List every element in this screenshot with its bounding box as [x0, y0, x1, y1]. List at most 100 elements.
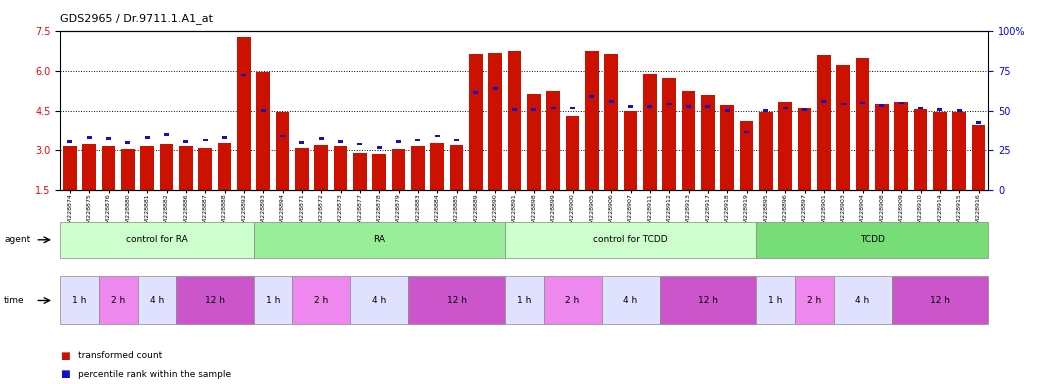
Bar [628, 106, 633, 108]
Text: control for TCDD: control for TCDD [593, 235, 667, 244]
Bar [837, 65, 850, 190]
Bar [740, 121, 754, 190]
Bar [590, 95, 595, 98]
Bar [725, 109, 730, 112]
Bar [512, 108, 517, 111]
Bar [198, 148, 212, 190]
Text: 1 h: 1 h [73, 296, 87, 305]
Bar [295, 148, 308, 190]
Bar [759, 112, 772, 190]
Bar [454, 139, 459, 141]
Bar [972, 125, 985, 190]
Bar [276, 112, 290, 190]
Bar [222, 136, 227, 139]
Bar [859, 101, 865, 104]
Text: 12 h: 12 h [446, 296, 466, 305]
Bar [469, 54, 483, 190]
Bar [953, 112, 966, 190]
Bar [937, 108, 943, 111]
Bar [319, 137, 324, 140]
Bar [608, 100, 613, 103]
Bar [160, 144, 173, 190]
Text: 2 h: 2 h [808, 296, 821, 305]
Bar [391, 149, 405, 190]
Bar [527, 94, 541, 190]
Bar [140, 146, 154, 190]
Bar [566, 116, 579, 190]
Bar [218, 142, 231, 190]
Bar [899, 101, 904, 104]
Text: 12 h: 12 h [204, 296, 225, 305]
Bar [202, 139, 208, 141]
Bar [315, 145, 328, 190]
Text: agent: agent [4, 235, 30, 244]
Text: 12 h: 12 h [930, 296, 950, 305]
Bar [261, 109, 266, 112]
Bar [121, 149, 135, 190]
Bar [82, 144, 95, 190]
Text: transformed count: transformed count [78, 351, 162, 361]
Bar [550, 107, 555, 109]
Text: ■: ■ [60, 351, 70, 361]
Bar [531, 108, 537, 111]
Bar [933, 112, 947, 190]
Text: 12 h: 12 h [698, 296, 718, 305]
Bar [334, 146, 348, 190]
Bar [705, 106, 710, 108]
Bar [126, 141, 131, 144]
Text: GDS2965 / Dr.9711.1.A1_at: GDS2965 / Dr.9711.1.A1_at [60, 13, 213, 24]
Bar [184, 140, 189, 142]
Bar [435, 134, 440, 137]
Text: 1 h: 1 h [768, 296, 783, 305]
Bar [798, 108, 812, 190]
Bar [957, 109, 962, 112]
Text: 4 h: 4 h [372, 296, 386, 305]
Bar [180, 146, 193, 190]
Bar [875, 104, 889, 190]
Text: RA: RA [374, 235, 385, 244]
Text: 4 h: 4 h [149, 296, 164, 305]
Bar [415, 139, 420, 141]
Bar [357, 142, 362, 145]
Bar [976, 121, 981, 124]
Bar [63, 146, 77, 190]
Bar [783, 107, 788, 109]
Bar [763, 109, 768, 112]
Bar [720, 106, 734, 190]
Bar [449, 145, 463, 190]
Bar [662, 78, 676, 190]
Bar [241, 74, 246, 76]
Text: percentile rank within the sample: percentile rank within the sample [78, 370, 231, 379]
Bar [913, 109, 927, 190]
Text: 1 h: 1 h [266, 296, 280, 305]
Bar [338, 140, 344, 142]
Bar [648, 106, 653, 108]
Bar [701, 95, 714, 190]
Bar [493, 87, 498, 89]
Bar [164, 133, 169, 136]
Bar [895, 101, 908, 190]
Text: 4 h: 4 h [855, 296, 870, 305]
Bar [570, 107, 575, 109]
Bar [395, 140, 401, 142]
Bar [411, 146, 425, 190]
Bar [106, 137, 111, 140]
Text: 2 h: 2 h [566, 296, 579, 305]
Bar [489, 53, 502, 190]
Bar [377, 146, 382, 149]
Text: time: time [4, 296, 25, 305]
Bar [299, 141, 304, 144]
Bar [802, 108, 808, 111]
Bar [67, 140, 73, 142]
Bar [431, 142, 444, 190]
Bar [237, 37, 250, 190]
Bar [644, 74, 657, 190]
Bar [666, 103, 672, 106]
Bar [855, 58, 869, 190]
Bar [918, 107, 923, 109]
Bar [86, 136, 91, 139]
Bar [102, 146, 115, 190]
Bar [604, 54, 618, 190]
Bar [682, 91, 695, 190]
Text: ■: ■ [60, 369, 70, 379]
